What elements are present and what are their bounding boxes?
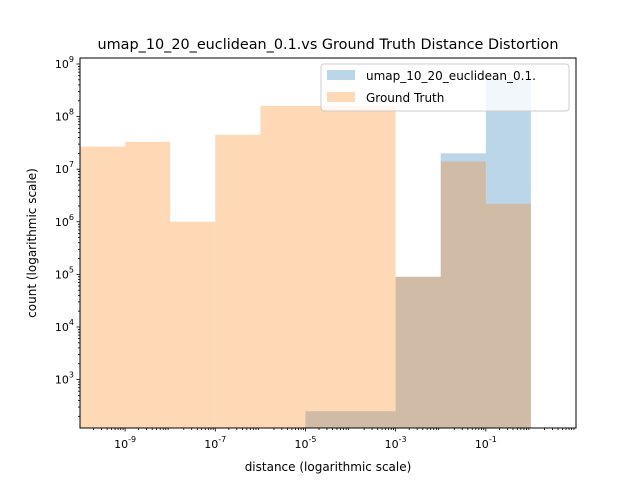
y-axis-label: count (logarithmic scale) — [25, 168, 39, 318]
histogram-bar-series-0-bin-0 — [305, 411, 396, 428]
chart-title: umap_10_20_euclidean_0.1.vs Ground Truth… — [98, 37, 559, 53]
histogram-bar-series-0-bin-3 — [485, 79, 531, 428]
histogram-bar-series-1-bin-3 — [215, 134, 261, 428]
histogram-bar-series-1-bin-2 — [170, 221, 216, 428]
histogram-bar-series-1-bin-1 — [125, 141, 171, 428]
histogram-bar-series-0-bin-1 — [395, 276, 441, 428]
legend-label-umap: umap_10_20_euclidean_0.1. — [366, 69, 536, 83]
histogram-bar-series-1-bin-4 — [260, 105, 396, 428]
legend-swatch-ground-truth — [327, 92, 355, 102]
histogram-bar-series-1-bin-0 — [80, 146, 126, 428]
histogram-bar-series-1-bin-5 — [395, 276, 441, 428]
histogram-bar-series-0-bin-2 — [440, 153, 486, 428]
legend-swatch-umap — [327, 70, 355, 80]
bars-layer — [80, 79, 531, 428]
histogram-bar-series-1-bin-6 — [440, 161, 486, 428]
legend-label-ground-truth: Ground Truth — [366, 91, 444, 105]
x-axis-label: distance (logarithmic scale) — [245, 460, 412, 474]
legend: umap_10_20_euclidean_0.1. Ground Truth — [320, 63, 570, 112]
legend-box — [320, 63, 570, 112]
histogram-bar-series-1-bin-7 — [485, 203, 531, 428]
